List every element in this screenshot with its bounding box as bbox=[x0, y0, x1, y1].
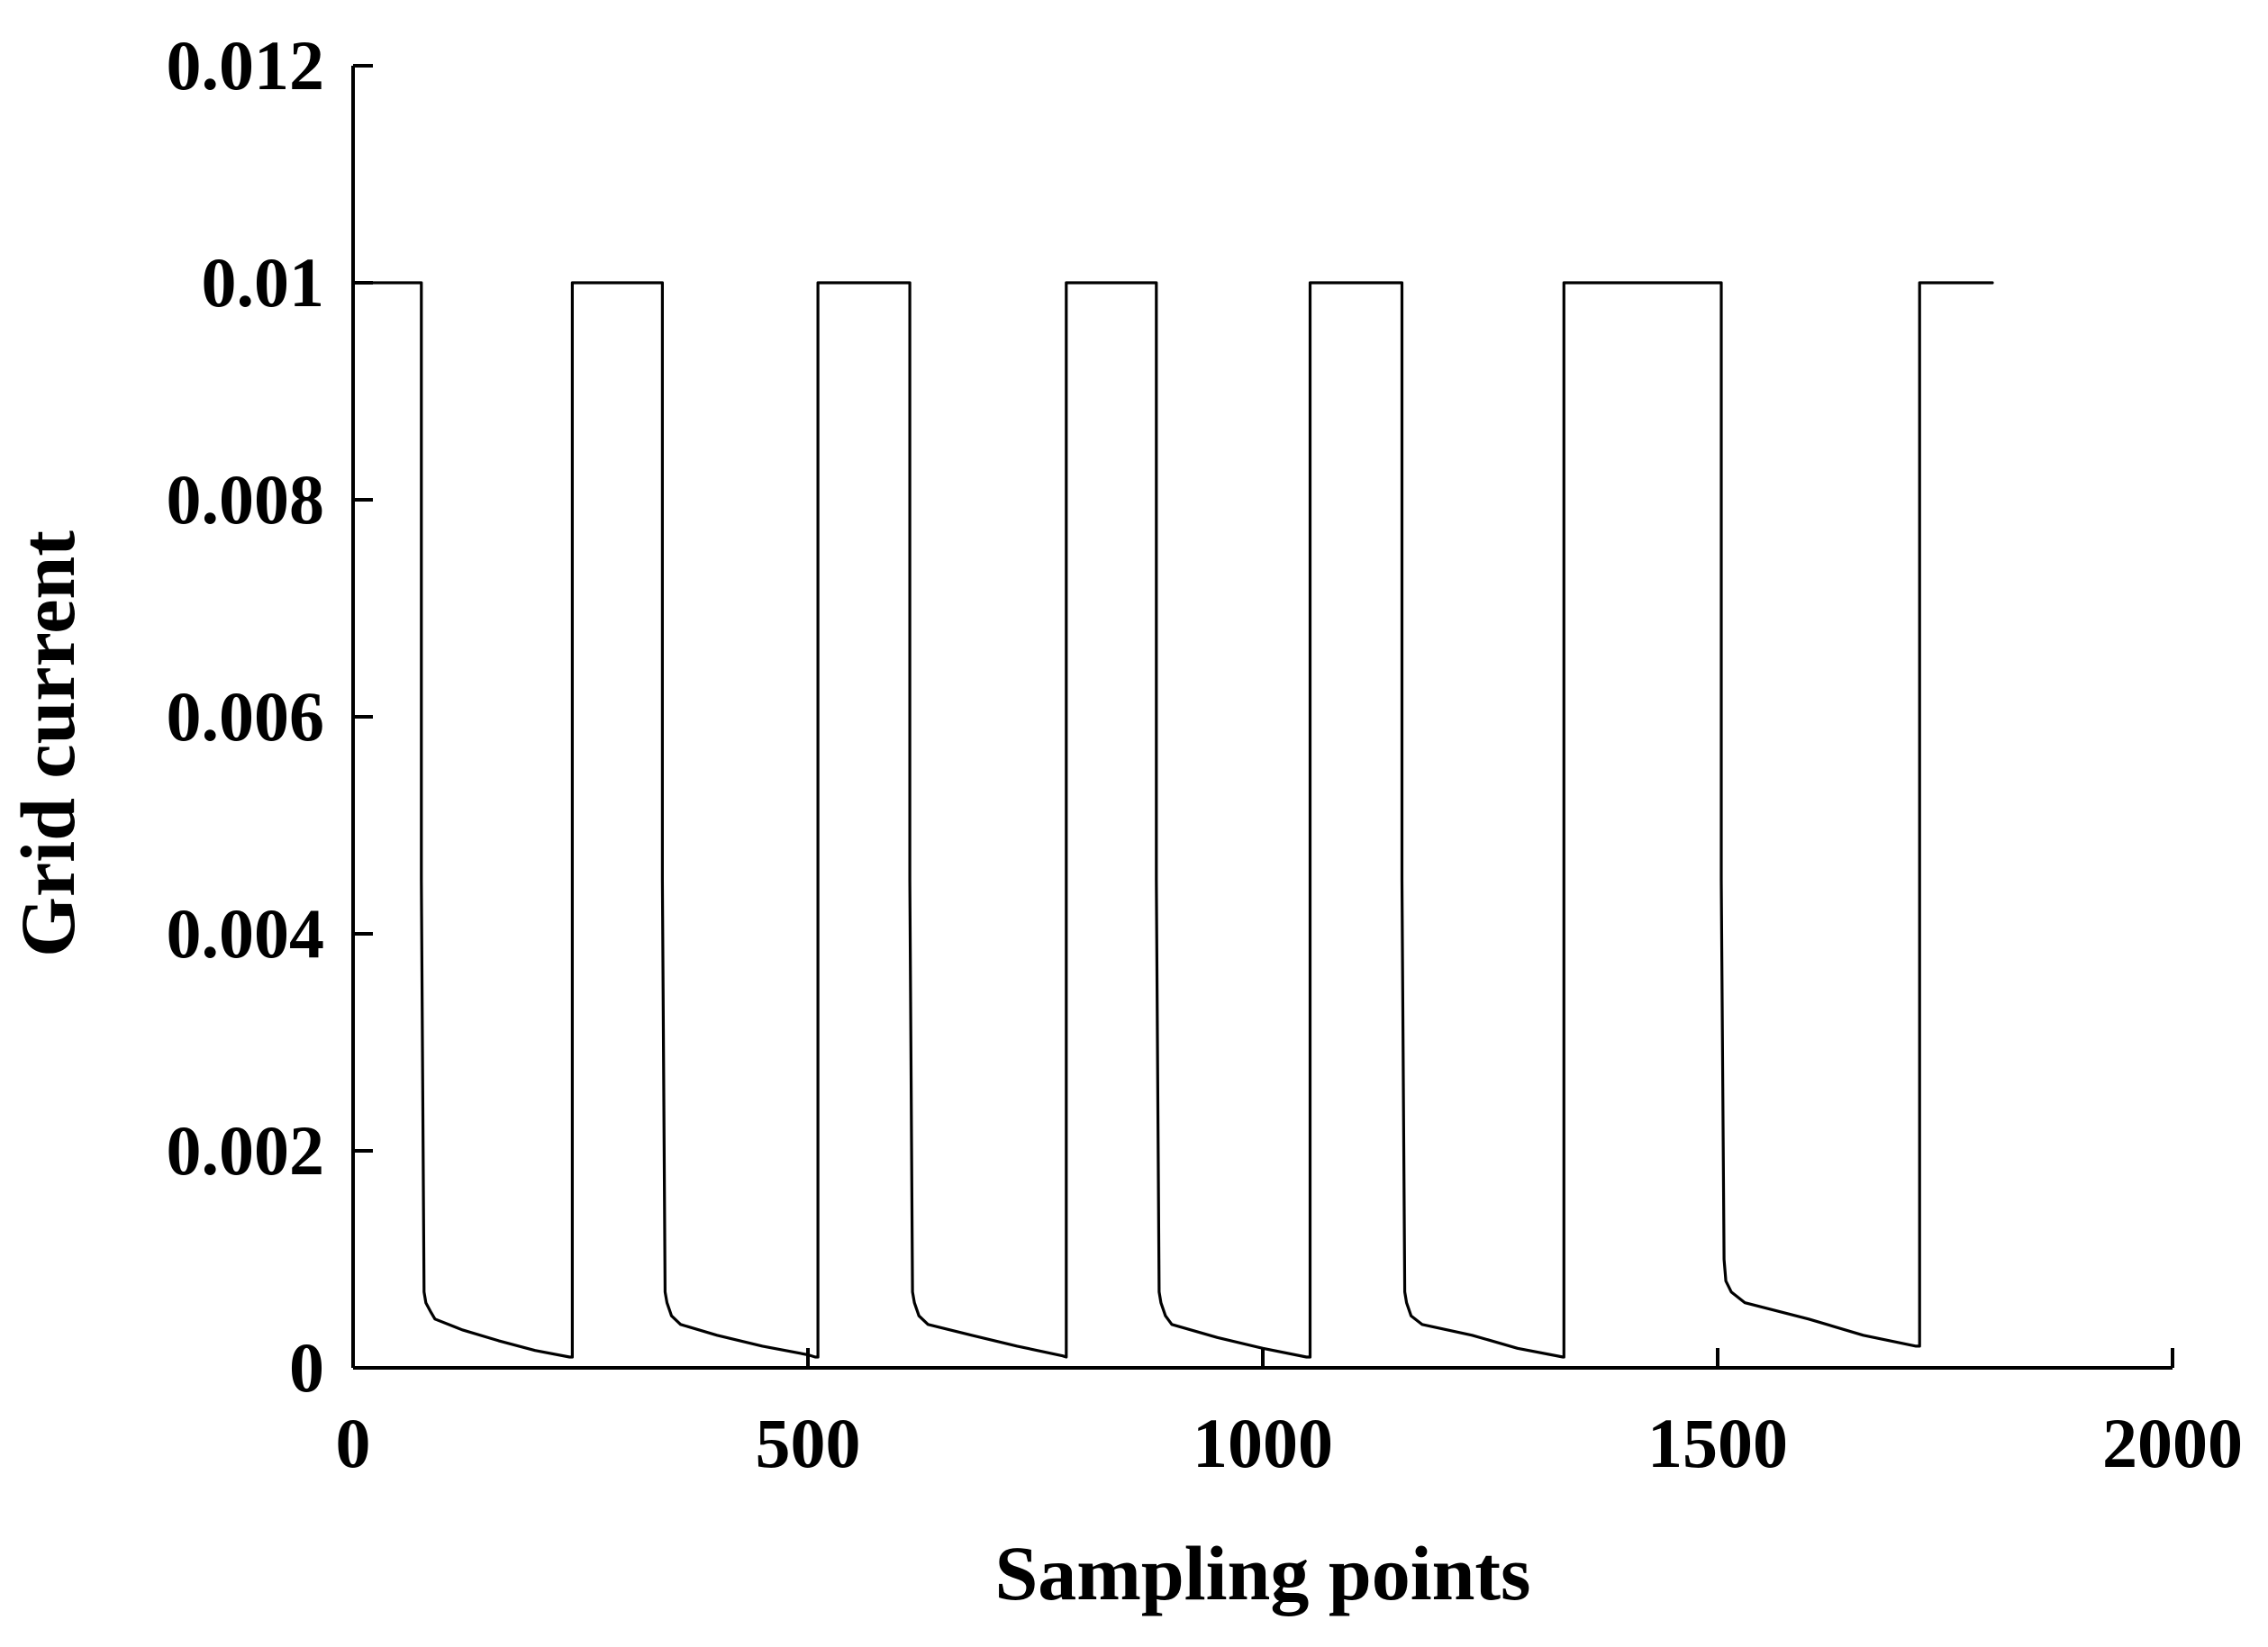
x-axis-title: Sampling points bbox=[994, 1530, 1530, 1616]
y-tick-label: 0.006 bbox=[167, 677, 325, 756]
y-tick-label: 0.012 bbox=[167, 26, 325, 104]
y-tick-label: 0.002 bbox=[167, 1111, 325, 1190]
ticks-layer: 0 0.002 0.004 0.006 0.008 0.01 0.012 0 500 1000 15… bbox=[167, 26, 2244, 1482]
x-tick-label: 1000 bbox=[1193, 1404, 1333, 1482]
series-line bbox=[351, 281, 1994, 1359]
y-axis-title: Grid current bbox=[5, 530, 91, 957]
x-tick-label: 2000 bbox=[2102, 1404, 2243, 1482]
x-tick-label: 0 bbox=[336, 1404, 371, 1482]
y-tick-label: 0.01 bbox=[202, 243, 325, 321]
y-tick-label: 0.004 bbox=[167, 894, 325, 973]
axes-layer bbox=[351, 66, 2173, 1370]
y-tick-label: 0 bbox=[289, 1328, 324, 1407]
x-tick-label: 500 bbox=[756, 1404, 861, 1482]
y-tick-label: 0.008 bbox=[167, 460, 325, 538]
x-tick-label: 1500 bbox=[1647, 1404, 1788, 1482]
series-layer bbox=[351, 281, 1994, 1359]
